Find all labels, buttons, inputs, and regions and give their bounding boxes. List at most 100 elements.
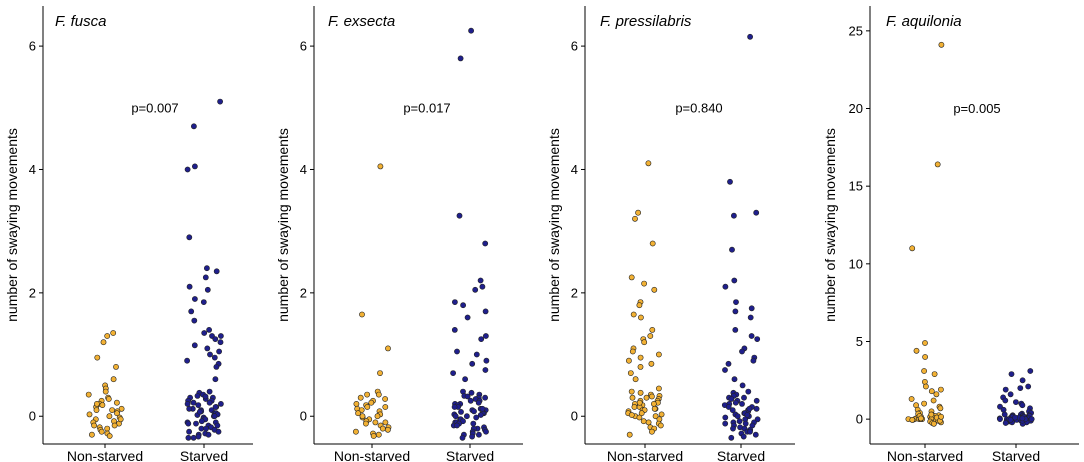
y-tick-label: 0 <box>29 409 36 424</box>
data-point-non-starved <box>357 394 364 401</box>
data-point-non-starved <box>100 339 107 346</box>
data-point-non-starved <box>636 302 643 309</box>
y-tick-label: 6 <box>300 39 307 54</box>
panel-title: F. exsecta <box>328 13 395 30</box>
data-point-non-starved <box>632 376 639 383</box>
data-point-starved <box>734 413 741 420</box>
y-tick-label: 6 <box>29 39 36 54</box>
data-point-starved <box>1007 391 1014 398</box>
data-point-non-starved <box>649 240 656 247</box>
data-point-non-starved <box>652 413 659 420</box>
data-point-non-starved <box>382 419 389 426</box>
data-point-non-starved <box>637 363 644 370</box>
data-point-non-starved <box>645 419 652 426</box>
data-point-non-starved <box>355 410 361 417</box>
data-point-starved <box>744 412 751 418</box>
data-point-starved <box>186 283 193 290</box>
data-point-non-starved <box>91 422 97 429</box>
data-point-non-starved <box>359 413 366 420</box>
data-point-non-starved <box>93 407 100 413</box>
data-point-starved <box>748 333 755 339</box>
data-point-starved <box>482 240 489 247</box>
data-point-non-starved <box>627 370 634 376</box>
data-point-starved <box>451 326 458 333</box>
data-point-non-starved <box>640 418 647 425</box>
panel-title: F. aquilonia <box>886 13 962 30</box>
data-point-non-starved <box>649 428 655 435</box>
y-axis-label: number of swaying movements <box>546 128 562 322</box>
data-point-starved <box>725 404 732 410</box>
data-point-starved <box>1027 368 1034 374</box>
data-point-starved <box>190 434 197 441</box>
data-point-starved <box>1007 416 1014 423</box>
data-point-starved <box>193 420 199 427</box>
data-point-starved <box>468 389 475 396</box>
data-point-starved <box>454 422 460 429</box>
data-point-non-starved <box>657 422 664 429</box>
data-point-starved <box>206 326 212 333</box>
data-point-starved <box>1028 416 1035 422</box>
data-point-non-starved <box>651 405 658 412</box>
data-point-starved <box>204 345 211 352</box>
data-point-non-starved <box>628 388 635 395</box>
data-point-starved <box>215 428 222 435</box>
data-point-starved <box>731 212 737 219</box>
y-tick-label: 5 <box>856 334 863 349</box>
data-point-starved <box>722 414 729 421</box>
data-point-non-starved <box>628 274 635 281</box>
data-point-non-starved <box>104 425 111 432</box>
data-point-starved <box>212 376 219 383</box>
data-point-starved <box>754 416 761 423</box>
panel-title: F. fusca <box>55 13 106 30</box>
data-point-starved <box>217 98 223 105</box>
data-point-non-starved <box>358 407 365 413</box>
data-point-non-starved <box>938 413 944 420</box>
data-point-non-starved <box>930 397 937 404</box>
x-tick-label: Non-starved <box>67 448 143 462</box>
data-point-non-starved <box>382 404 389 410</box>
data-point-starved <box>731 376 738 383</box>
data-point-starved <box>457 55 464 62</box>
data-point-starved <box>729 407 736 413</box>
data-point-starved <box>741 394 747 401</box>
data-point-non-starved <box>934 161 941 168</box>
data-point-starved <box>191 296 198 302</box>
data-point-non-starved <box>384 426 391 433</box>
data-point-starved <box>203 425 209 432</box>
data-point-starved <box>722 283 729 290</box>
data-point-non-starved <box>370 433 377 439</box>
data-point-starved <box>464 314 471 321</box>
data-point-starved <box>739 382 746 389</box>
y-tick-label: 0 <box>856 412 863 427</box>
data-point-starved <box>747 428 753 435</box>
data-point-non-starved <box>922 340 928 346</box>
data-point-non-starved <box>117 416 124 423</box>
data-point-starved <box>468 27 474 34</box>
data-point-starved <box>1019 415 1026 422</box>
x-tick-label: Non-starved <box>607 448 683 462</box>
panel-f-aquilonia: 0 5 10 15 20 25 Non-starved Starved number of sw… <box>822 6 1079 462</box>
data-point-non-starved <box>638 314 644 321</box>
data-point-non-starved <box>364 391 370 398</box>
data-point-starved <box>195 402 202 408</box>
data-point-non-starved <box>377 163 384 170</box>
data-point-non-starved <box>382 396 388 402</box>
x-tick-label: Non-starved <box>334 448 410 462</box>
y-tick-label: 2 <box>29 285 36 300</box>
data-point-starved <box>194 392 201 399</box>
data-point-non-starved <box>89 431 95 438</box>
y-tick-label: 2 <box>571 285 578 300</box>
data-point-non-starved <box>649 326 656 333</box>
data-point-starved <box>1019 377 1026 384</box>
data-point-starved <box>459 434 466 441</box>
data-point-non-starved <box>630 311 637 318</box>
data-point-starved <box>473 351 480 358</box>
data-point-non-starved <box>641 280 647 287</box>
data-point-starved <box>211 354 218 361</box>
x-tick-label: Starved <box>717 448 765 462</box>
data-point-starved <box>191 163 198 170</box>
x-tick-label: Starved <box>992 448 1040 462</box>
data-point-non-starved <box>643 394 650 401</box>
data-point-non-starved <box>928 411 935 418</box>
data-point-non-starved <box>637 389 644 396</box>
